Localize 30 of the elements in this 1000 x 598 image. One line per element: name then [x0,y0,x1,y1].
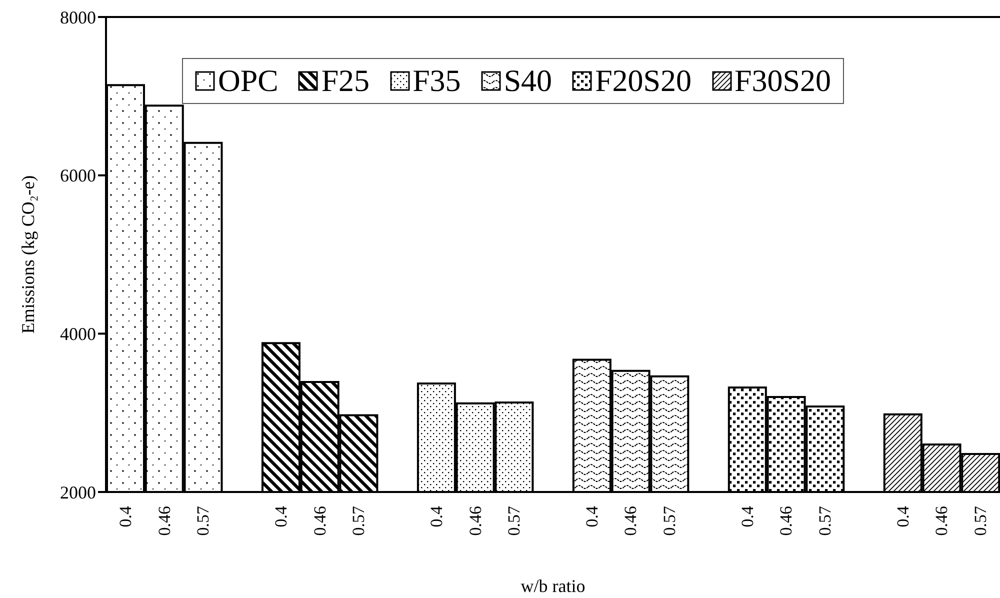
x-tick-label: 0.57 [660,506,680,536]
x-tick-label: 0.46 [310,506,330,536]
x-tick-label: 0.57 [194,506,213,536]
legend-label: F25 [320,63,370,99]
x-tick-label: 0.4 [738,506,757,528]
x-tick-label: 0.4 [893,506,912,528]
x-tick-label: 0.4 [116,506,135,528]
legend-label: F20S20 [594,63,692,99]
legend-label: OPC [217,63,278,99]
y-tick-label: 4000 [60,324,96,344]
x-tick-label: 0.57 [504,506,524,536]
x-tick-label: 0.57 [971,506,990,536]
x-tick-label: 0.57 [349,506,368,536]
legend-label: S40 [502,63,552,99]
x-tick-label: 0.4 [582,506,602,528]
legend-label: F30S20 [734,63,832,99]
x-tick-label: 0.46 [932,506,952,536]
x-tick-label: 0.4 [426,506,446,528]
x-tick-label: 0.57 [816,506,835,536]
x-tick-label: 0.46 [466,506,485,536]
x-tick-label: 0.4 [271,506,290,528]
x-tick-label: 0.46 [776,506,796,536]
x-axis-title: w/b ratio [520,576,586,596]
x-tick-label: 0.46 [621,506,640,536]
x-tick-label: 0.46 [154,506,174,536]
y-tick-label: 6000 [60,166,96,186]
y-tick-label: 2000 [60,482,96,502]
legend-label: F35 [412,63,461,99]
y-tick-label: 8000 [60,7,96,28]
y-axis-title: Emissions (kg CO₂-e) [18,175,38,334]
